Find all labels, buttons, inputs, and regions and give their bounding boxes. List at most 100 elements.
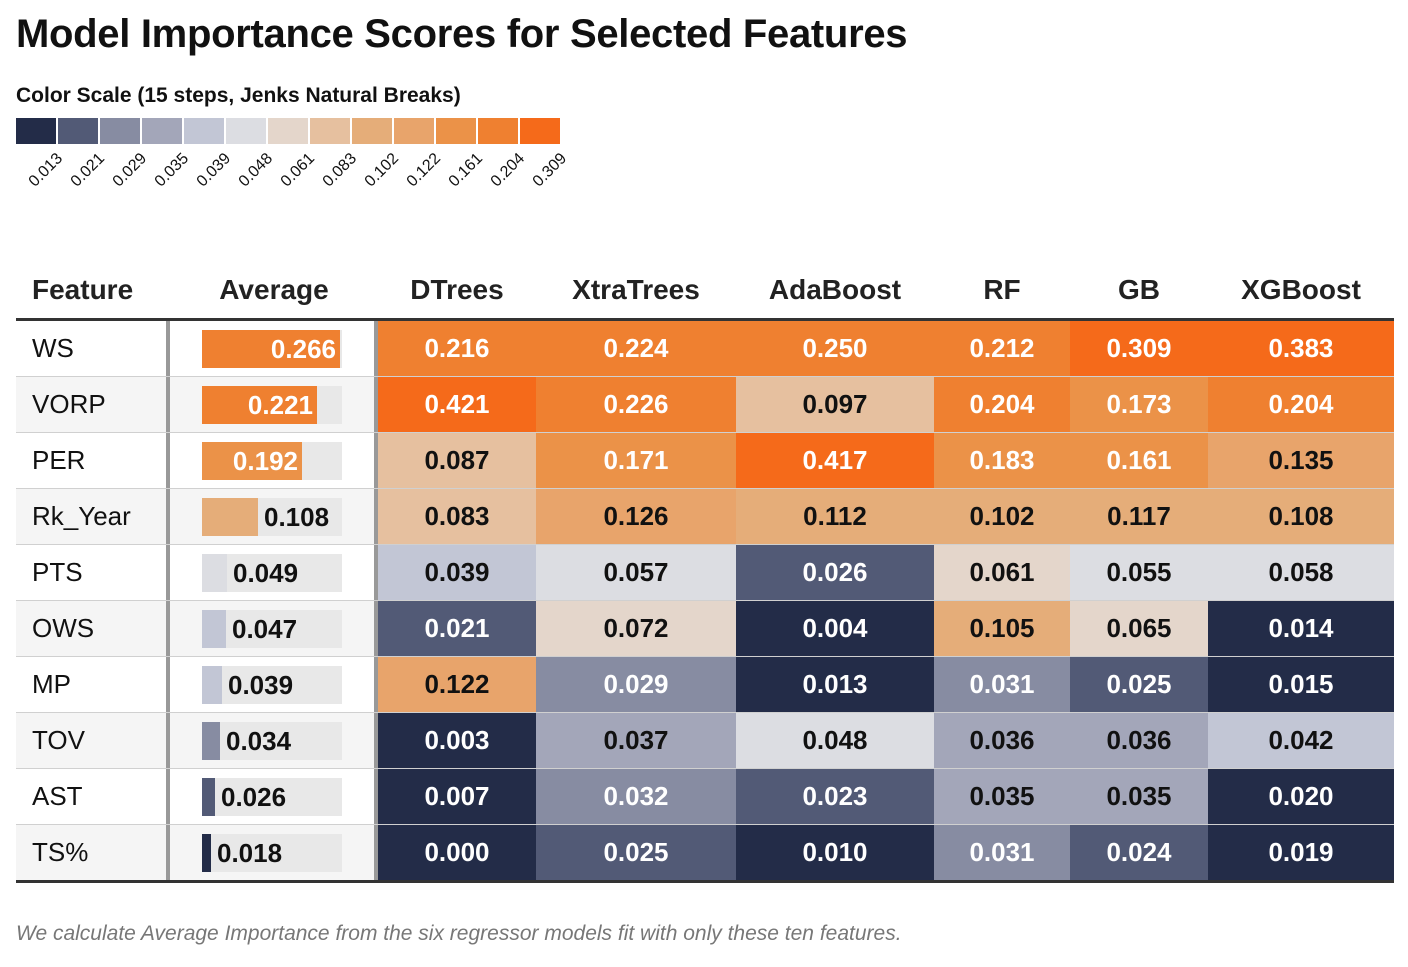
average-value-label: 0.034 — [226, 725, 292, 756]
average-value-label: 0.047 — [232, 613, 298, 644]
color-scale-swatch — [100, 118, 140, 144]
table-row: TOV 0.034 0.003 0.037 0.048 0.036 0.036 0.042 — [16, 713, 1394, 769]
color-scale-swatch — [16, 118, 56, 144]
value-cell-xtratrees: 0.025 — [536, 825, 736, 880]
column-header-xgboost: XGBoost — [1241, 274, 1361, 305]
average-bar — [202, 498, 258, 536]
feature-label: PTS — [16, 545, 170, 600]
color-scale-tick-label: 0.013 — [25, 150, 67, 191]
average-bar — [202, 442, 302, 480]
average-value-label: 0.039 — [228, 669, 294, 700]
value-cell-dtrees: 0.003 — [378, 713, 536, 768]
column-header-xtratrees: XtraTrees — [572, 274, 700, 305]
feature-label: TOV — [16, 713, 170, 768]
footnote: We calculate Average Importance from the… — [16, 922, 902, 945]
column-header-dtrees: DTrees — [410, 274, 504, 305]
value-cell-adaboost: 0.010 — [736, 825, 934, 880]
color-scale-swatch — [520, 118, 560, 144]
value-cell-gb: 0.065 — [1070, 601, 1208, 656]
value-cell-dtrees: 0.039 — [378, 545, 536, 600]
value-cell-adaboost: 0.417 — [736, 433, 934, 488]
average-bar-track — [202, 778, 342, 816]
average-cell: 0.018 — [170, 825, 378, 880]
color-scale-swatch — [478, 118, 518, 144]
average-value-label: 0.018 — [217, 837, 283, 868]
value-cell-gb: 0.035 — [1070, 769, 1208, 824]
value-cell-dtrees: 0.021 — [378, 601, 536, 656]
color-scale-tick-label: 0.204 — [487, 150, 529, 191]
value-cell-dtrees: 0.007 — [378, 769, 536, 824]
value-cell-adaboost: 0.250 — [736, 321, 934, 376]
average-bar — [202, 834, 211, 872]
importance-table: Feature Average DTrees XtraTrees AdaBoost RF G… — [16, 262, 1394, 883]
table-header-row: Feature Average DTrees XtraTrees AdaBoost RF G… — [16, 262, 1394, 318]
table-row: PER 0.192 0.087 0.171 0.417 0.183 0.161 0.135 — [16, 433, 1394, 489]
column-header-rf: RF — [983, 274, 1021, 305]
feature-label: WS — [16, 321, 170, 376]
value-cell-adaboost: 0.048 — [736, 713, 934, 768]
average-bar-track — [202, 834, 342, 872]
color-scale-tick-label: 0.035 — [151, 150, 193, 191]
color-scale-swatch — [184, 118, 224, 144]
color-scale-tick-label: 0.048 — [235, 150, 277, 191]
value-cell-xgboost: 0.383 — [1208, 321, 1394, 376]
average-bar — [202, 386, 317, 424]
color-scale-tick-label: 0.029 — [109, 150, 151, 191]
color-scale-swatch — [394, 118, 434, 144]
average-cell: 0.034 — [170, 713, 378, 768]
value-cell-xgboost: 0.019 — [1208, 825, 1394, 880]
average-cell: 0.192 — [170, 433, 378, 488]
color-scale-tick-label: 0.021 — [67, 150, 109, 191]
value-cell-dtrees: 0.421 — [378, 377, 536, 432]
average-bar — [202, 554, 227, 592]
table-body: WS 0.266 0.216 0.224 0.250 0.212 0.309 0.383 VOR… — [16, 321, 1394, 883]
value-cell-rf: 0.102 — [934, 489, 1070, 544]
feature-label: VORP — [16, 377, 170, 432]
table-row: WS 0.266 0.216 0.224 0.250 0.212 0.309 0.383 — [16, 321, 1394, 377]
column-header-average: Average — [219, 274, 329, 305]
average-bar — [202, 330, 340, 368]
value-cell-xgboost: 0.204 — [1208, 377, 1394, 432]
average-cell: 0.266 — [170, 321, 378, 376]
color-scale-tick-label: 0.039 — [193, 150, 235, 191]
color-scale-tick-label: 0.102 — [361, 150, 403, 191]
value-cell-dtrees: 0.083 — [378, 489, 536, 544]
value-cell-xgboost: 0.020 — [1208, 769, 1394, 824]
value-cell-rf: 0.212 — [934, 321, 1070, 376]
average-cell: 0.026 — [170, 769, 378, 824]
average-value-label: 0.026 — [221, 781, 287, 812]
color-scale-swatch — [58, 118, 98, 144]
value-cell-xgboost: 0.135 — [1208, 433, 1394, 488]
color-scale-swatch — [268, 118, 308, 144]
average-bar-track — [202, 666, 342, 704]
color-scale-swatch — [142, 118, 182, 144]
feature-label: MP — [16, 657, 170, 712]
average-value-label: 0.221 — [247, 389, 313, 420]
table-row: TS% 0.018 0.000 0.025 0.010 0.031 0.024 0.019 — [16, 825, 1394, 883]
value-cell-xgboost: 0.058 — [1208, 545, 1394, 600]
value-cell-gb: 0.024 — [1070, 825, 1208, 880]
value-cell-xgboost: 0.015 — [1208, 657, 1394, 712]
average-cell: 0.221 — [170, 377, 378, 432]
feature-label: OWS — [16, 601, 170, 656]
table-row: OWS 0.047 0.021 0.072 0.004 0.105 0.065 0.014 — [16, 601, 1394, 657]
average-bar — [202, 778, 215, 816]
value-cell-adaboost: 0.097 — [736, 377, 934, 432]
average-value-label: 0.049 — [233, 557, 299, 588]
average-cell: 0.047 — [170, 601, 378, 656]
value-cell-gb: 0.025 — [1070, 657, 1208, 712]
average-bar — [202, 666, 222, 704]
value-cell-adaboost: 0.023 — [736, 769, 934, 824]
color-scale-swatch — [310, 118, 350, 144]
value-cell-dtrees: 0.000 — [378, 825, 536, 880]
value-cell-xtratrees: 0.226 — [536, 377, 736, 432]
value-cell-xtratrees: 0.032 — [536, 769, 736, 824]
value-cell-rf: 0.036 — [934, 713, 1070, 768]
average-cell: 0.049 — [170, 545, 378, 600]
table-row: Rk_Year 0.108 0.083 0.126 0.112 0.102 0.117 0.1… — [16, 489, 1394, 545]
color-scale-tick-label: 0.122 — [403, 150, 445, 191]
average-cell: 0.039 — [170, 657, 378, 712]
value-cell-gb: 0.036 — [1070, 713, 1208, 768]
color-scale-swatch — [436, 118, 476, 144]
value-cell-rf: 0.061 — [934, 545, 1070, 600]
